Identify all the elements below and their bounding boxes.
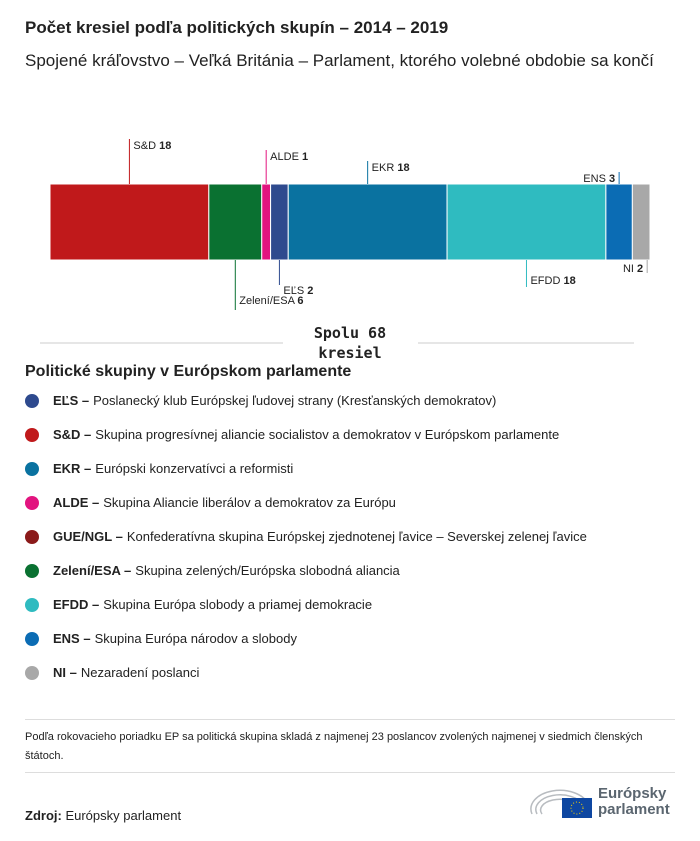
ep-logo: Európsky parlament — [528, 784, 670, 820]
bar-segment-ni — [631, 183, 651, 261]
eu-flag-icon — [562, 798, 592, 818]
bar-segment-ens — [605, 183, 633, 261]
total-seats: Spolu 68 kresiel — [300, 323, 400, 363]
legend-swatch — [25, 597, 39, 612]
data-label-e-s: EĽS 2 — [283, 285, 313, 297]
legend-item: ALDE – Skupina Aliancie liberálov a demok… — [25, 495, 396, 510]
legend-item: NI – Nezaradení poslanci — [25, 665, 199, 680]
legend-item: ENS – Skupina Európa národov a slobody — [25, 631, 297, 646]
legend-abbr: S&D – — [53, 427, 92, 442]
legend-abbr: Zelení/ESA – — [53, 563, 132, 578]
legend-abbr: NI – — [53, 665, 77, 680]
data-label-s-d: S&D 18 — [133, 140, 171, 152]
logo-line1: Európsky — [598, 785, 667, 802]
legend-abbr: EĽS – — [53, 393, 90, 408]
bar-segment-e-s — [270, 183, 289, 261]
legend-swatch — [25, 393, 39, 408]
divider — [25, 772, 675, 773]
legend-abbr: ALDE – — [53, 495, 100, 510]
legend-item: S&D – Skupina progresívnej aliancie socia… — [25, 427, 559, 442]
legend-abbr: EFDD – — [53, 597, 100, 612]
data-label-alde: ALDE 1 — [270, 151, 308, 163]
legend-desc: Skupina Aliancie liberálov a demokratov … — [103, 495, 396, 510]
data-label-efdd: EFDD 18 — [530, 275, 575, 287]
legend-swatch — [25, 461, 39, 476]
total-line1: Spolu 68 — [313, 324, 387, 342]
legend-swatch — [25, 529, 39, 544]
parliament-hemicycle-icon — [530, 789, 592, 818]
footnote: Podľa rokovacieho poriadku EP sa politic… — [25, 731, 643, 762]
legend-item: EKR – Európski konzervatívci a reformisti — [25, 461, 293, 476]
source-value: Európsky parlament — [65, 808, 182, 823]
chart-title: Počet kresiel podľa politických skupín –… — [25, 18, 449, 37]
bar-segment-s-d — [49, 183, 210, 261]
legend-desc: Európski konzervatívci a reformisti — [95, 461, 294, 476]
data-label-ni: NI 2 — [623, 263, 643, 275]
legend-desc: Poslanecký klub Európskej ľudovej strany… — [93, 393, 497, 408]
legend-item: GUE/NGL – Konfederatívna skupina Európske… — [25, 529, 587, 544]
legend-abbr: ENS – — [53, 631, 91, 646]
legend-desc: Skupina Európa slobody a priamej demokra… — [103, 597, 373, 612]
legend-swatch — [25, 631, 39, 646]
source-label: Zdroj: — [25, 808, 62, 823]
data-label-ekr: EKR 18 — [372, 162, 410, 174]
bar-segment-zelen-esa — [208, 183, 263, 261]
legend-swatch — [25, 495, 39, 510]
legend-item: EĽS – Poslanecký klub Európskej ľudovej s… — [25, 393, 496, 408]
legend-desc: Skupina Európa národov a slobody — [94, 631, 297, 646]
divider — [25, 719, 675, 720]
legend-swatch — [25, 563, 39, 578]
legend-desc: Nezaradení poslanci — [80, 665, 200, 680]
legend-swatch — [25, 665, 39, 680]
legend-desc: Skupina progresívnej aliancie socialisto… — [95, 427, 560, 442]
logo-line2: parlament — [598, 801, 670, 818]
legend-abbr: EKR – — [53, 461, 92, 476]
bar-segment-ekr — [287, 183, 448, 261]
bar-segment-efdd — [446, 183, 607, 261]
chart-subtitle: Spojené kráľovstvo – Veľká Británia – Pa… — [25, 51, 654, 70]
stacked-bar-chart: S&D 18 Zelení/ESA 6 ALDE 1 EĽS 2 EKR 18 EFDD … — [40, 139, 651, 344]
data-label-ens: ENS 3 — [583, 173, 615, 185]
legend-swatch — [25, 427, 39, 442]
legend-abbr: GUE/NGL – — [53, 529, 123, 544]
data-label-zelen-esa: Zelení/ESA 6 — [239, 295, 303, 307]
legend-desc: Konfederatívna skupina Európskej zjednot… — [126, 529, 587, 544]
legend-item: Zelení/ESA – Skupina zelených/Európska sl… — [25, 563, 400, 578]
legend-item: EFDD – Skupina Európa slobody a priamej d… — [25, 597, 372, 612]
total-line2: kresiel — [318, 344, 382, 362]
legend-desc: Skupina zelených/Európska slobodná alian… — [135, 563, 400, 578]
legend-title: Politické skupiny v Európskom parlamente — [25, 363, 352, 380]
source: Zdroj: Európsky parlament — [25, 808, 181, 823]
bar-segment-alde — [261, 183, 272, 261]
